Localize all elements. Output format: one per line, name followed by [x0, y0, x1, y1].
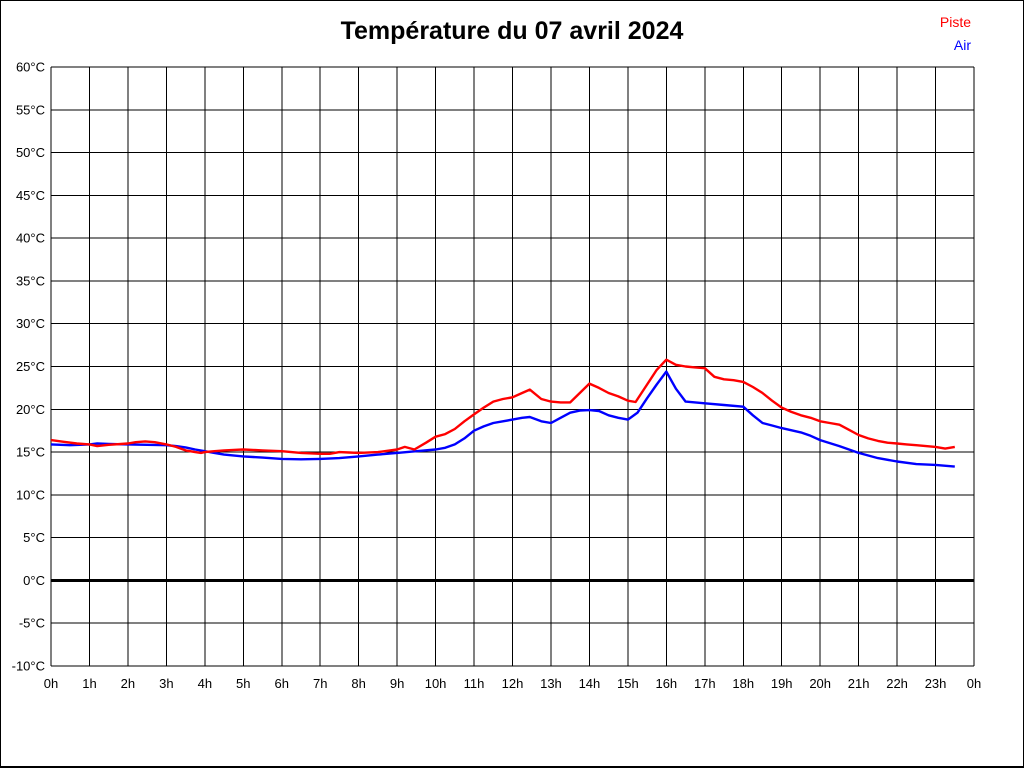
x-tick-label: 22h — [886, 676, 908, 691]
air-line — [50, 370, 955, 468]
legend: Piste Air — [940, 11, 971, 57]
x-tick-label: 0h — [44, 676, 58, 691]
y-tick-label: 30°C — [16, 316, 45, 331]
y-tick-label: 35°C — [16, 273, 45, 288]
x-tick-label: 18h — [732, 676, 754, 691]
series-lines — [50, 358, 956, 468]
x-tick-label: 15h — [617, 676, 639, 691]
x-tick-label: 1h — [82, 676, 96, 691]
y-tick-label: 0°C — [23, 573, 45, 588]
legend-item-piste: Piste — [939, 14, 971, 30]
y-tick-label: 40°C — [16, 231, 45, 246]
y-tick-label: 50°C — [16, 145, 45, 160]
x-tick-label: 6h — [275, 676, 289, 691]
x-tick-label: 23h — [925, 676, 947, 691]
x-tick-label: 3h — [159, 676, 173, 691]
x-axis-labels: 0h 1h 2h 3h 4h 5h 6h 7h 8h 9h 10h 11h 12h 13h 14h 15h 16… — [44, 676, 981, 691]
y-tick-label: 55°C — [16, 102, 45, 117]
grid — [50, 66, 975, 667]
x-tick-label: 13h — [540, 676, 562, 691]
x-tick-label: 5h — [236, 676, 250, 691]
x-tick-label: 12h — [502, 676, 524, 691]
x-tick-label: 4h — [198, 676, 212, 691]
chart-title: Température du 07 avril 2024 — [340, 17, 684, 45]
y-tick-label: 20°C — [16, 402, 45, 417]
x-tick-label: 21h — [848, 676, 870, 691]
y-tick-label: 60°C — [16, 60, 45, 75]
piste-line — [50, 358, 956, 455]
x-tick-label: 7h — [313, 676, 327, 691]
y-tick-label: 15°C — [16, 445, 45, 460]
x-tick-label: 2h — [121, 676, 135, 691]
y-axis-labels: 60°C 55°C 50°C 45°C 40°C 35°C 30°C 25°C 20°C 15°C… — [12, 60, 45, 674]
y-tick-label: 10°C — [16, 487, 45, 502]
y-tick-label: 25°C — [16, 359, 45, 374]
x-tick-label: 17h — [694, 676, 716, 691]
x-tick-label: 10h — [425, 676, 447, 691]
legend-item-air: Air — [953, 37, 971, 53]
x-tick-label: 9h — [390, 676, 404, 691]
x-tick-label: 16h — [655, 676, 677, 691]
x-tick-label: 19h — [771, 676, 793, 691]
y-tick-label: 45°C — [16, 188, 45, 203]
x-tick-label: 20h — [809, 676, 831, 691]
x-tick-label: 11h — [464, 676, 485, 691]
y-tick-label: 5°C — [23, 530, 45, 545]
y-tick-label: -10°C — [12, 659, 45, 674]
x-tick-label: 14h — [579, 676, 601, 691]
x-tick-label: 0h — [967, 676, 981, 691]
x-tick-label: 8h — [351, 676, 365, 691]
y-tick-label: -5°C — [19, 616, 45, 631]
